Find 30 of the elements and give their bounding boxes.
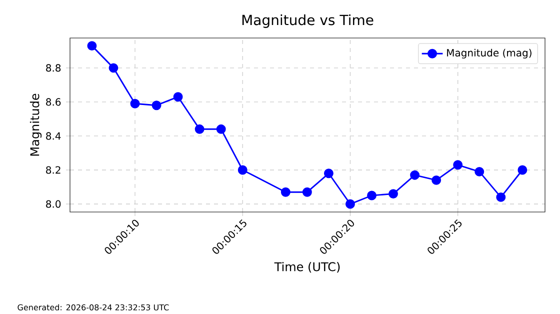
point [216,124,226,134]
point [474,166,484,176]
y-tick-label: 8.4 [46,132,61,140]
point [388,189,398,199]
point [432,175,442,185]
chart-title: Magnitude vs Time [242,14,374,28]
legend-label: Magnitude (mag) [447,48,532,58]
point [367,190,376,200]
point [345,199,355,209]
y-tick-label: 8.8 [46,64,61,72]
point [238,165,248,175]
point [410,170,420,180]
point [496,192,506,202]
point [453,160,463,170]
y-tick-label: 8.6 [46,98,61,106]
y-tick-label: 8.0 [46,200,61,208]
point [518,165,528,175]
point [324,168,334,178]
point [173,92,183,102]
point [130,98,140,108]
point [87,41,97,51]
point [194,124,204,134]
y-axis-title: Magnitude [30,94,42,156]
point [280,187,290,197]
point [108,63,118,73]
x-axis-title: Time (UTC) [274,262,340,273]
text: Generated: 2026-08-24 23:32:53 UTC [18,304,169,310]
y-tick-label: 8.2 [46,166,60,174]
point [302,187,312,197]
point [152,100,162,110]
